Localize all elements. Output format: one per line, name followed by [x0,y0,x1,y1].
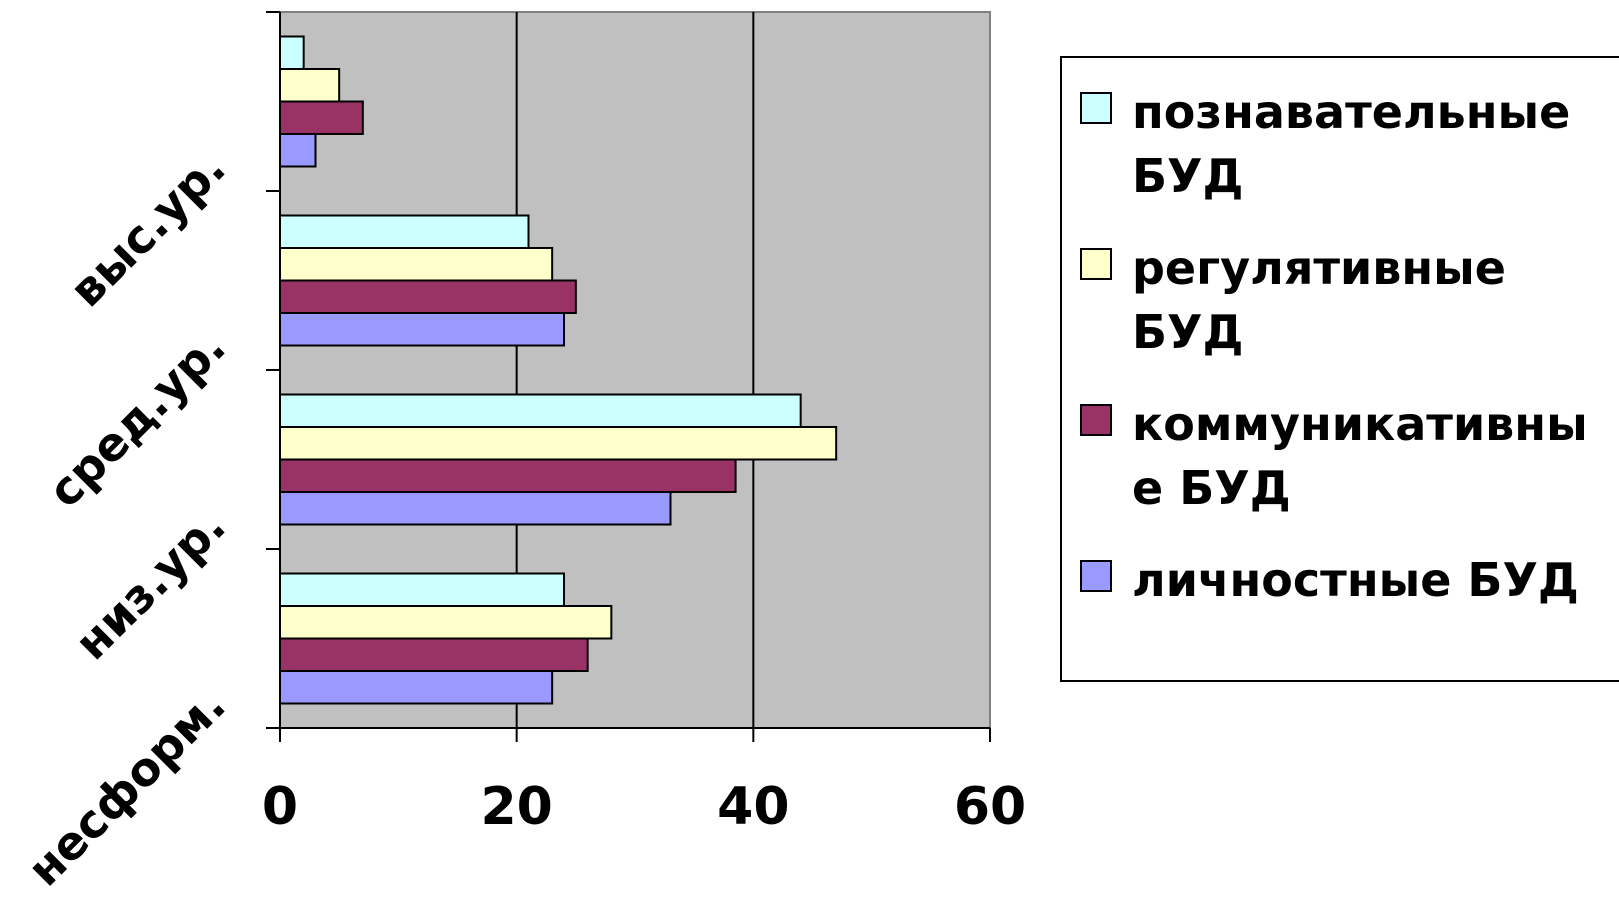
legend-label-cognitive: познавательные БУД [1132,85,1571,203]
x-tick-label: 20 [480,777,552,837]
bar [279,35,305,70]
bar [279,279,577,314]
legend-swatch-cognitive [1080,92,1112,124]
y-category-label: низ.ур. [64,499,236,671]
y-category-label: выс.ур. [59,141,236,318]
bar [279,491,672,526]
legend-label-communicative: коммуникативные БУД [1132,397,1588,515]
legend-item-communicative: коммуникативные БУД [1080,392,1602,520]
y-category-label: сред.ур. [38,320,236,518]
bar [279,214,530,249]
x-tick-label: 0 [262,777,298,837]
bar [279,312,565,347]
legend-swatch-regulative [1080,248,1112,280]
legend-item-cognitive: познавательные БУД [1080,80,1602,208]
bar [279,426,838,461]
legend-swatch-communicative [1080,404,1112,436]
bar [279,458,737,493]
bar [279,68,341,103]
y-category-label: несформ. [17,678,236,896]
x-tick-label: 60 [954,777,1026,837]
legend-item-personal: личностные БУД [1080,548,1602,612]
bar [279,670,554,705]
bar [279,605,613,640]
bar [279,100,364,135]
bar [279,247,554,282]
bar [279,393,802,428]
x-tick-label: 40 [717,777,789,837]
legend: познавательные БУД регулятивные БУД комм… [1060,56,1619,682]
legend-swatch-personal [1080,560,1112,592]
bar [279,572,565,607]
legend-label-regulative: регулятивные БУД [1132,241,1506,359]
bar [279,637,589,672]
bar [279,133,317,168]
legend-label-personal: личностные БУД [1132,553,1579,607]
legend-item-regulative: регулятивные БУД [1080,236,1602,364]
